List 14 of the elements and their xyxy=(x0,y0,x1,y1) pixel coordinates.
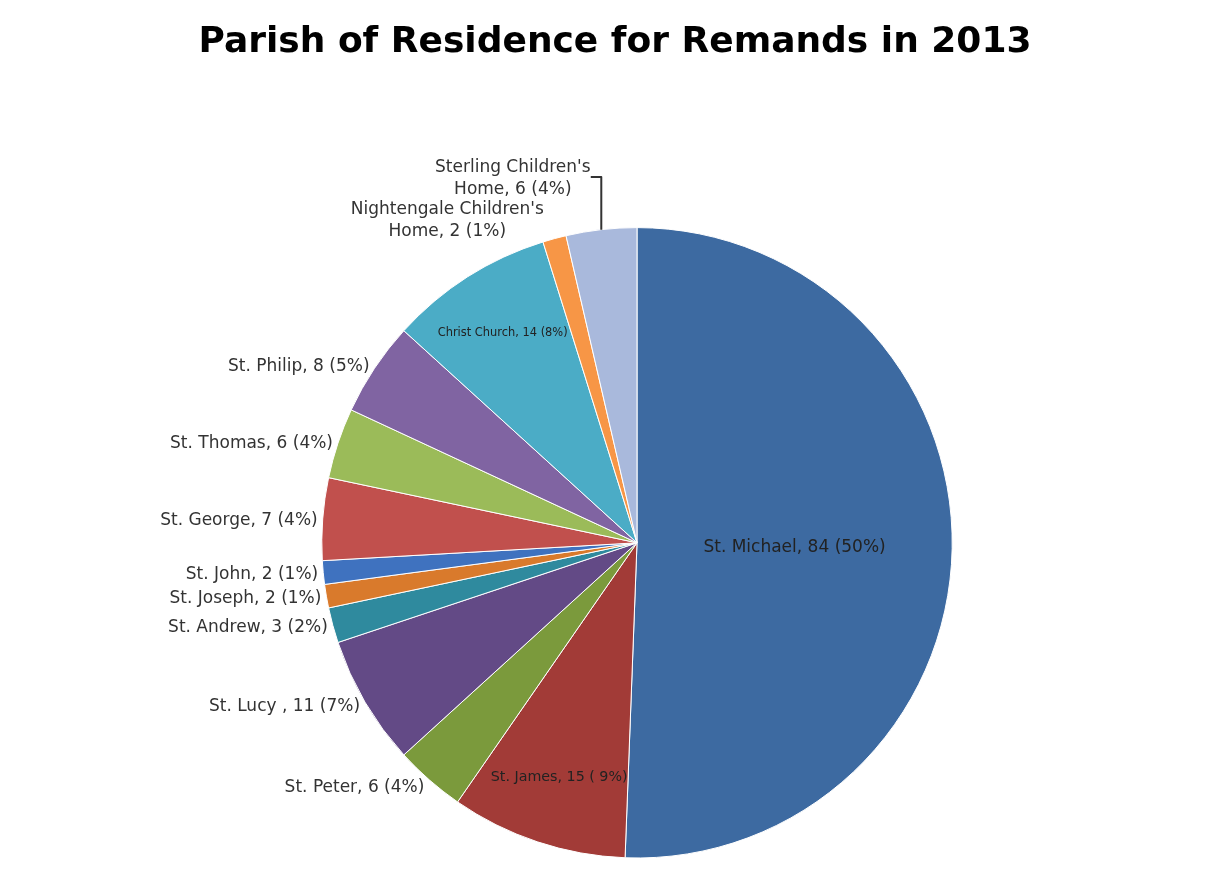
slice-label: St. Peter, 6 (4%) xyxy=(284,775,425,796)
slice-label: St. George, 7 (4%) xyxy=(160,508,318,529)
chart-title: Parish of Residence for Remands in 2013 xyxy=(198,18,1032,60)
slice-label: St. Lucy , 11 (7%) xyxy=(208,694,361,715)
slice-label: St. Thomas, 6 (4%) xyxy=(170,432,333,453)
slice-label: St. James, 15 ( 9%) xyxy=(490,768,628,785)
slice-label: Sterling Children's Home, 6 (4%) xyxy=(435,155,591,198)
slice-label: St. Michael, 84 (50%) xyxy=(703,535,886,556)
slice-label: Christ Church, 14 (8%) xyxy=(437,325,568,340)
slice-label: Nightengale Children's Home, 2 (1%) xyxy=(350,197,544,241)
slice-label: St. Joseph, 2 (1%) xyxy=(169,586,322,607)
slice-label: St. Andrew, 3 (2%) xyxy=(168,616,328,637)
slice-label: St. Philip, 8 (5%) xyxy=(227,355,370,376)
slice-label: St. John, 2 (1%) xyxy=(185,562,319,583)
